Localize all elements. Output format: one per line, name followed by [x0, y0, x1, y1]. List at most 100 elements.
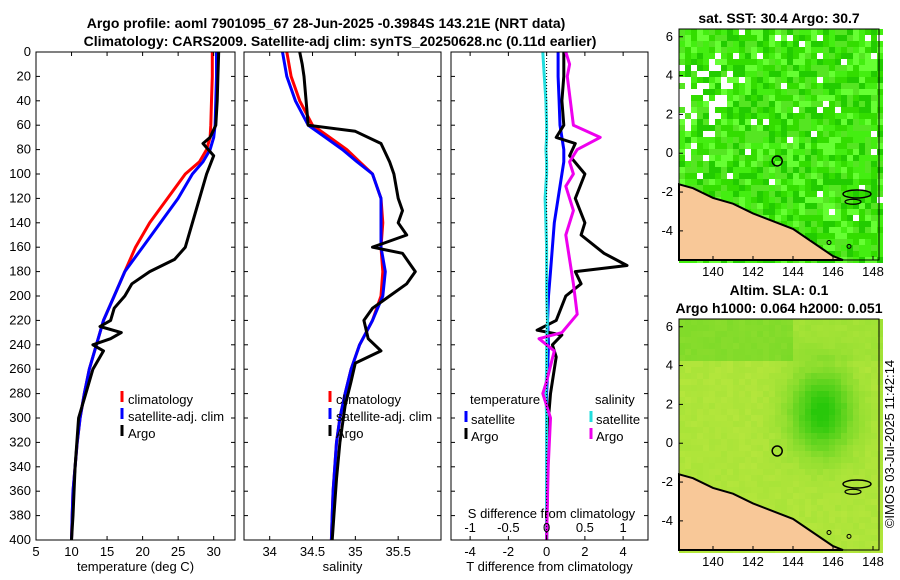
- map-cell: [769, 373, 775, 379]
- map-cell: [733, 427, 739, 433]
- map-cell: [823, 221, 829, 227]
- header-line2: Climatology: CARS2009. Satellite-adj cli…: [84, 33, 597, 49]
- map-cell: [859, 505, 865, 511]
- map-cell: [871, 331, 877, 337]
- map-cell: [685, 379, 691, 385]
- map-cell: [871, 445, 877, 451]
- map-cell: [697, 71, 703, 77]
- map-cell: [865, 391, 871, 397]
- map-cell: [787, 445, 793, 451]
- map-cell: [715, 445, 721, 451]
- map-cell: [841, 427, 847, 433]
- map-cell: [799, 325, 805, 331]
- map-cell: [799, 71, 805, 77]
- map-cell: [835, 35, 841, 41]
- map-cell: [721, 197, 727, 203]
- map-cell: [835, 457, 841, 463]
- map-cell: [805, 433, 811, 439]
- map-cell: [733, 89, 739, 95]
- map-cell: [841, 173, 847, 179]
- map-cell: [691, 415, 697, 421]
- map-cell: [775, 409, 781, 415]
- map-cell: [853, 475, 859, 481]
- map-cell: [817, 337, 823, 343]
- map-cell: [733, 469, 739, 475]
- y-tick-label: 60: [17, 117, 31, 132]
- map-cell: [697, 47, 703, 53]
- map-cell: [799, 361, 805, 367]
- map-cell: [859, 433, 865, 439]
- map-cell: [871, 523, 877, 529]
- map-cell: [697, 95, 703, 101]
- map-cell: [727, 125, 733, 131]
- map-cell: [769, 367, 775, 373]
- map-cell: [811, 47, 817, 53]
- map-cell: [757, 325, 763, 331]
- map-cell: [739, 457, 745, 463]
- map-cell: [781, 325, 787, 331]
- map-cell: [871, 487, 877, 493]
- map-cell: [721, 47, 727, 53]
- map-cell: [877, 343, 883, 349]
- map-cell: [727, 155, 733, 161]
- map-cell: [793, 41, 799, 47]
- y-tick-label: 220: [9, 312, 31, 327]
- map-cell: [859, 367, 865, 373]
- map-cell: [769, 415, 775, 421]
- map-cell: [823, 331, 829, 337]
- map-cell: [877, 457, 883, 463]
- map-cell: [745, 415, 751, 421]
- map-cell: [793, 367, 799, 373]
- map-cell: [841, 343, 847, 349]
- map-cell: [871, 197, 877, 203]
- map-cell: [841, 89, 847, 95]
- map-cell: [727, 89, 733, 95]
- map-cell: [817, 125, 823, 131]
- map-cell: [799, 397, 805, 403]
- map-cell: [757, 445, 763, 451]
- map-cell: [721, 137, 727, 143]
- map-cell: [697, 107, 703, 113]
- map-cell: [865, 445, 871, 451]
- map-cell: [877, 391, 883, 397]
- map-cell: [769, 385, 775, 391]
- map-cell: [691, 469, 697, 475]
- map-cell: [841, 529, 847, 535]
- map-cell: [739, 319, 745, 325]
- map-cell: [871, 101, 877, 107]
- map-cell: [871, 373, 877, 379]
- map-cell: [769, 215, 775, 221]
- map-cell: [805, 197, 811, 203]
- map-cell: [871, 203, 877, 209]
- map-cell: [847, 137, 853, 143]
- map-cell: [871, 451, 877, 457]
- map-cell: [853, 161, 859, 167]
- map-cell: [727, 107, 733, 113]
- map-cell: [691, 325, 697, 331]
- map-cell: [877, 415, 883, 421]
- map-cell: [751, 439, 757, 445]
- map-cell: [763, 343, 769, 349]
- map-cell: [847, 463, 853, 469]
- map-cell: [823, 47, 829, 53]
- map-cell: [841, 29, 847, 35]
- map-cell: [811, 385, 817, 391]
- map-cell: [781, 463, 787, 469]
- map-cell: [805, 35, 811, 41]
- y-tick-label: 4: [666, 68, 673, 83]
- map-cell: [757, 499, 763, 505]
- map-cell: [679, 161, 685, 167]
- map-cell: [697, 325, 703, 331]
- map-cell: [817, 415, 823, 421]
- map-cell: [685, 463, 691, 469]
- map-cell: [865, 251, 871, 257]
- map-cell: [745, 379, 751, 385]
- map-cell: [859, 517, 865, 523]
- map-cell: [871, 427, 877, 433]
- map-cell: [691, 403, 697, 409]
- y-tick-label: -2: [661, 184, 673, 199]
- map-cell: [727, 113, 733, 119]
- map-cell: [823, 107, 829, 113]
- map-cell: [775, 29, 781, 35]
- map-cell: [805, 337, 811, 343]
